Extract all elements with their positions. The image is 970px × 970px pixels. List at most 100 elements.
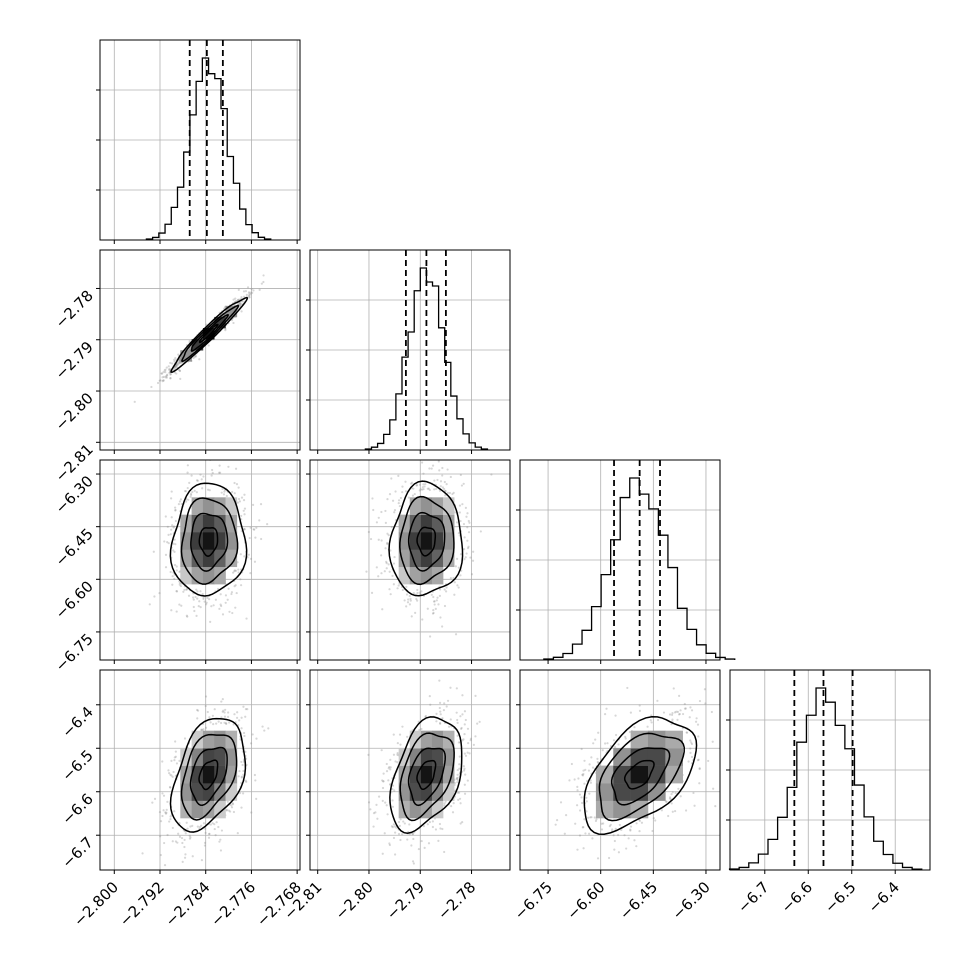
density-cell — [420, 549, 433, 568]
sample-point — [450, 805, 453, 808]
sample-point — [589, 779, 592, 782]
sample-point — [176, 363, 180, 366]
sample-point — [411, 833, 414, 836]
sample-point — [161, 792, 164, 795]
sample-point — [428, 635, 432, 638]
sample-point — [609, 823, 612, 826]
sample-point — [459, 822, 462, 825]
sample-point — [183, 845, 186, 849]
density-cell — [665, 765, 683, 784]
sample-point — [456, 778, 459, 782]
sample-point — [192, 598, 195, 601]
sample-point — [244, 708, 248, 711]
density-cell — [613, 783, 631, 801]
sample-point — [187, 498, 190, 501]
sample-point — [245, 780, 248, 784]
sample-point — [388, 588, 391, 591]
sample-point — [590, 816, 593, 819]
sample-point — [629, 825, 633, 828]
sample-point — [409, 457, 411, 459]
density-cell — [202, 730, 215, 749]
sample-point — [175, 569, 178, 572]
sample-point — [670, 713, 674, 717]
sample-point — [460, 727, 463, 730]
sample-point — [169, 361, 172, 365]
sample-point — [664, 800, 667, 803]
sample-point — [164, 566, 168, 569]
sample-point — [394, 831, 397, 834]
sample-point — [611, 828, 614, 831]
density-layer — [133, 274, 265, 403]
sample-point — [626, 686, 629, 690]
density-cell — [398, 532, 411, 550]
density-cell — [191, 514, 204, 533]
sample-point — [418, 591, 422, 594]
sample-point — [249, 557, 253, 560]
sample-point — [261, 725, 264, 728]
sample-point — [613, 848, 616, 851]
sample-point — [224, 722, 228, 725]
sample-point — [462, 482, 465, 485]
density-cell — [431, 730, 444, 749]
sample-point — [367, 530, 370, 534]
sample-point — [587, 832, 591, 835]
sample-point — [198, 358, 201, 361]
sample-point — [380, 749, 383, 752]
sample-point — [184, 832, 187, 835]
sample-point — [168, 367, 171, 370]
density-cell — [443, 497, 455, 515]
sample-point — [231, 803, 235, 806]
sample-point — [633, 839, 636, 842]
sample-point — [412, 487, 415, 490]
density-layer — [365, 457, 493, 638]
density-cell — [202, 532, 215, 550]
sample-point — [439, 485, 442, 488]
sample-point — [173, 759, 176, 762]
sample-point — [455, 777, 459, 780]
sample-point — [582, 772, 585, 776]
sample-point — [262, 274, 265, 277]
sample-point — [234, 467, 238, 470]
sample-point — [185, 500, 188, 503]
density-cell — [630, 765, 649, 784]
density-layer — [367, 679, 481, 865]
sample-point — [191, 596, 195, 599]
sample-point — [690, 741, 693, 744]
sample-point — [228, 810, 232, 813]
sample-point — [449, 718, 452, 721]
sample-point — [467, 741, 470, 745]
sample-point — [376, 817, 379, 820]
sample-point — [461, 713, 464, 716]
y-tick-label: −6.60 — [52, 577, 97, 622]
sample-point — [388, 842, 391, 845]
sample-point — [213, 708, 216, 711]
sample-point — [412, 862, 415, 865]
sample-point — [206, 596, 209, 599]
sample-point — [173, 367, 177, 370]
density-cell — [409, 514, 422, 533]
density-cell — [214, 783, 226, 801]
density-cell — [409, 748, 422, 766]
sample-point — [594, 819, 598, 823]
sample-point — [698, 782, 701, 785]
sample-point — [380, 539, 383, 542]
sample-point — [243, 527, 246, 531]
density-cell — [225, 532, 238, 550]
sample-point — [689, 751, 692, 754]
sample-point — [204, 726, 208, 729]
contour-line-1 — [407, 511, 446, 572]
sample-point — [231, 802, 234, 805]
sample-point — [452, 802, 455, 805]
sample-point — [384, 547, 387, 550]
density-cell — [191, 532, 204, 550]
density-cell — [630, 748, 649, 766]
sample-point — [178, 603, 181, 606]
sample-point — [382, 780, 385, 783]
sample-point — [468, 752, 471, 755]
sample-point — [388, 765, 391, 769]
sample-point — [167, 365, 170, 368]
sample-point — [206, 488, 210, 491]
sample-point — [559, 801, 563, 804]
contour-line-0 — [198, 527, 219, 557]
sample-point — [377, 795, 381, 798]
